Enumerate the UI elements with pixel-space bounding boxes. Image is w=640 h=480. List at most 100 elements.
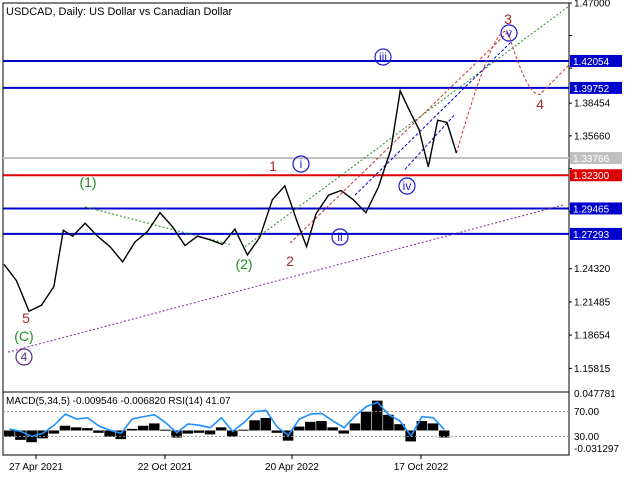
- y-tick-label: 1.47000: [574, 0, 611, 10]
- macd-bar: [371, 400, 383, 431]
- level-label: 1.39752: [573, 84, 610, 95]
- wave-label: (C): [14, 328, 33, 344]
- price-pane-frame: [2, 2, 570, 393]
- indicator-tick-label: 0.047781: [574, 389, 616, 400]
- macd-bar: [160, 429, 171, 431]
- macd-bar: [48, 430, 60, 434]
- macd-bar: [215, 427, 227, 431]
- indicator-tick-label: 30.00: [574, 432, 599, 443]
- level-price-boxes: 1.42054 1.39752 1.33766 1.32300 1.29465 1.272…: [570, 54, 622, 241]
- macd-bar: [416, 421, 428, 431]
- wave-label: v: [506, 26, 512, 40]
- green-channel-line: [244, 4, 571, 248]
- macd-bar: [148, 423, 160, 431]
- wave-label: iii: [379, 50, 387, 64]
- macd-bar: [104, 430, 115, 437]
- macd-bar: [293, 426, 305, 431]
- wave-label: 2: [286, 253, 294, 269]
- macd-bar: [249, 420, 260, 431]
- wave-circle: [15, 348, 33, 366]
- macd-bar: [82, 428, 93, 431]
- purple-channel-line: [7, 204, 566, 353]
- macd-bar: [360, 411, 372, 431]
- chart-symbol-title: USDCAD, Daily: US Dollar vs Canadian Dol…: [6, 6, 233, 18]
- indicator-pane-frame: [2, 391, 570, 456]
- wave-label: ii: [337, 230, 342, 244]
- macd-bar: [115, 430, 127, 440]
- indicator-title: MACD(5,34,5) -0.009546 -0.006820 RSI(14)…: [6, 396, 231, 407]
- macd-bar: [349, 423, 361, 431]
- indicator-axis: 0.047781 70.00 30.00-0.031297: [574, 389, 619, 455]
- x-tick-label: 17 Oct 2022: [394, 462, 449, 473]
- x-tick-label: 20 Apr 2022: [265, 462, 319, 473]
- macd-bar: [204, 430, 216, 435]
- price-series: [3, 88, 458, 313]
- macd-bar: [182, 430, 193, 434]
- level-box: [570, 81, 622, 94]
- wave-circle: [374, 48, 392, 66]
- x-tick-label: 22 Oct 2021: [138, 462, 193, 473]
- macd-bar: [15, 430, 26, 440]
- level-label: 1.42054: [573, 57, 610, 68]
- indicator-tick-label: -0.031297: [574, 444, 619, 455]
- macd-bar: [59, 425, 71, 431]
- y-tick-label: 1.24320: [574, 264, 611, 275]
- macd-bar: [137, 425, 149, 431]
- horizontal-levels: [3, 59, 569, 235]
- macd-bar: [383, 414, 394, 431]
- rsi-line: [9, 401, 445, 438]
- blue-projection-line: [354, 37, 516, 196]
- wave-label: 5: [22, 310, 30, 326]
- macd-bar: [93, 430, 104, 433]
- macd-bar: [70, 427, 82, 431]
- level-box: [570, 227, 622, 240]
- time-axis: 27 Apr 2021 22 Oct 2021 20 Apr 2022 17 Oct …: [9, 455, 449, 473]
- macd-bar: [338, 430, 350, 434]
- level-box: [570, 202, 622, 215]
- level-box: [570, 169, 622, 182]
- y-tick-label: 1.35660: [574, 131, 611, 142]
- y-tick-label: 1.38454: [574, 99, 611, 110]
- macd-bar: [327, 427, 338, 431]
- level-box: [570, 54, 622, 67]
- macd-bar: [438, 430, 450, 438]
- price-axis: 1.47000 1.38454 1.35660 1.24320 1.21485 1.186…: [569, 0, 611, 375]
- level-label: 1.27293: [573, 230, 610, 241]
- macd-bar: [238, 429, 249, 431]
- macd-bar: [260, 417, 271, 431]
- macd-bar: [271, 430, 283, 433]
- wave-label: 3: [504, 11, 512, 27]
- wave-label: iv: [403, 179, 412, 193]
- price-line: [3, 88, 458, 313]
- level-label: 1.32300: [573, 171, 610, 182]
- x-tick-label: 27 Apr 2021: [9, 462, 63, 473]
- level-label: 1.33766: [573, 154, 610, 165]
- macd-bar: [427, 423, 439, 431]
- wave-circle: [331, 228, 349, 246]
- red-projection-line: [289, 29, 511, 244]
- wave-circle: [398, 177, 416, 195]
- y-tick-label: 1.21485: [574, 297, 611, 308]
- macd-bar: [305, 421, 316, 431]
- wave-circle: [500, 24, 518, 42]
- wave-circle: [292, 155, 310, 173]
- y-tick-label: 1.18654: [574, 331, 611, 342]
- level-box: [570, 152, 622, 165]
- indicator-series: [3, 400, 569, 443]
- macd-bar: [394, 424, 405, 431]
- macd-bar: [171, 430, 182, 438]
- macd-bar: [227, 430, 238, 437]
- wave-label: i: [300, 157, 303, 171]
- wave-label: 4: [536, 96, 544, 112]
- macd-bar: [126, 428, 138, 431]
- indicator-tick-label: 70.00: [574, 407, 599, 418]
- wave-label: 1: [269, 158, 277, 174]
- wave-label: 4: [21, 350, 28, 364]
- wave-label: (2): [235, 256, 252, 272]
- macd-bar: [4, 430, 15, 437]
- forecast-path: [455, 31, 571, 154]
- y-tick-label: 1.15815: [574, 364, 611, 375]
- macd-bar: [37, 430, 48, 439]
